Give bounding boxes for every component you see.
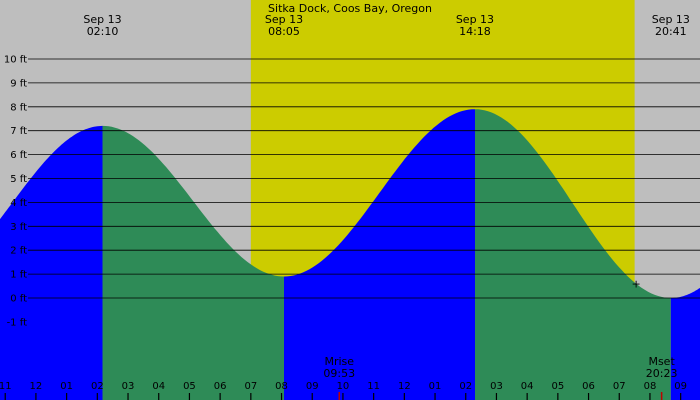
y-tick-label: 8 ft bbox=[10, 102, 27, 113]
falling-tide-area bbox=[475, 109, 671, 400]
extreme-time: 14:18 bbox=[459, 25, 491, 38]
y-tick-label: -1 ft bbox=[7, 317, 27, 328]
extreme-time: 20:41 bbox=[655, 25, 687, 38]
extreme-date: Sep 13 bbox=[456, 13, 494, 26]
y-tick-label: 3 ft bbox=[10, 222, 27, 233]
x-tick-label: 06 bbox=[582, 381, 595, 392]
x-tick-label: 12 bbox=[398, 381, 411, 392]
x-tick-label: 04 bbox=[152, 381, 165, 392]
x-tick-label: 11 bbox=[367, 381, 380, 392]
moon-event-time: 09:53 bbox=[323, 367, 355, 380]
moon-event-label: Mrise bbox=[324, 355, 354, 368]
x-tick-label: 07 bbox=[613, 381, 626, 392]
x-tick-label: 05 bbox=[183, 381, 196, 392]
x-tick-label: 08 bbox=[275, 381, 288, 392]
extreme-date: Sep 13 bbox=[652, 13, 690, 26]
x-tick-label: 05 bbox=[551, 381, 564, 392]
x-tick-label: 01 bbox=[60, 381, 73, 392]
x-tick-label: 03 bbox=[490, 381, 503, 392]
x-tick-label: 01 bbox=[429, 381, 442, 392]
x-tick-label: 11 bbox=[0, 381, 12, 392]
chart-markers: + bbox=[632, 278, 641, 291]
chart-title: Sitka Dock, Coos Bay, Oregon bbox=[268, 2, 432, 15]
y-tick-label: 1 ft bbox=[10, 270, 27, 281]
x-tick-label: 09 bbox=[306, 381, 319, 392]
x-tick-label: 09 bbox=[674, 381, 687, 392]
x-tick-label: 02 bbox=[459, 381, 472, 392]
x-tick-label: 12 bbox=[30, 381, 43, 392]
rising-tide-area bbox=[284, 109, 475, 400]
x-tick-label: 02 bbox=[91, 381, 104, 392]
x-tick-label: 03 bbox=[122, 381, 135, 392]
height-gridlines bbox=[28, 58, 700, 299]
y-tick-label: 4 ft bbox=[10, 198, 27, 209]
extreme-date: Sep 13 bbox=[265, 13, 303, 26]
y-tick-label: 2 ft bbox=[10, 246, 27, 257]
x-tick-label: 07 bbox=[244, 381, 257, 392]
x-axis-labels: 11 12 01 02 03 04 05 06 07 08 09 10 11 12 01 02 03 04 05 06… bbox=[0, 381, 687, 400]
y-axis-labels: -1 ft 0 ft 1 ft 2 ft 3 ft 4 ft 5 ft 6 ft 7 ft 8 f… bbox=[4, 55, 27, 329]
x-tick-label: 06 bbox=[214, 381, 227, 392]
moon-event-time: 20:23 bbox=[646, 367, 678, 380]
y-tick-label: 10 ft bbox=[4, 55, 27, 66]
extreme-time: 02:10 bbox=[87, 25, 119, 38]
x-tick-label: 04 bbox=[521, 381, 534, 392]
x-tick-label: 10 bbox=[337, 381, 350, 392]
y-tick-label: 6 ft bbox=[10, 150, 27, 161]
y-tick-label: 0 ft bbox=[10, 294, 27, 305]
extreme-date: Sep 13 bbox=[83, 13, 121, 26]
x-tick-label: 08 bbox=[644, 381, 657, 392]
rising-tide-area bbox=[0, 125, 103, 400]
y-tick-label: 7 ft bbox=[10, 126, 27, 137]
tide-areas bbox=[0, 109, 700, 400]
plus-marker: + bbox=[632, 278, 641, 291]
moon-event-label: Mset bbox=[648, 355, 675, 368]
y-tick-label: 5 ft bbox=[10, 174, 27, 185]
rising-tide-area bbox=[670, 287, 700, 400]
y-tick-label: 9 ft bbox=[10, 78, 27, 89]
extreme-time: 08:05 bbox=[268, 25, 300, 38]
falling-tide-area bbox=[102, 125, 284, 400]
